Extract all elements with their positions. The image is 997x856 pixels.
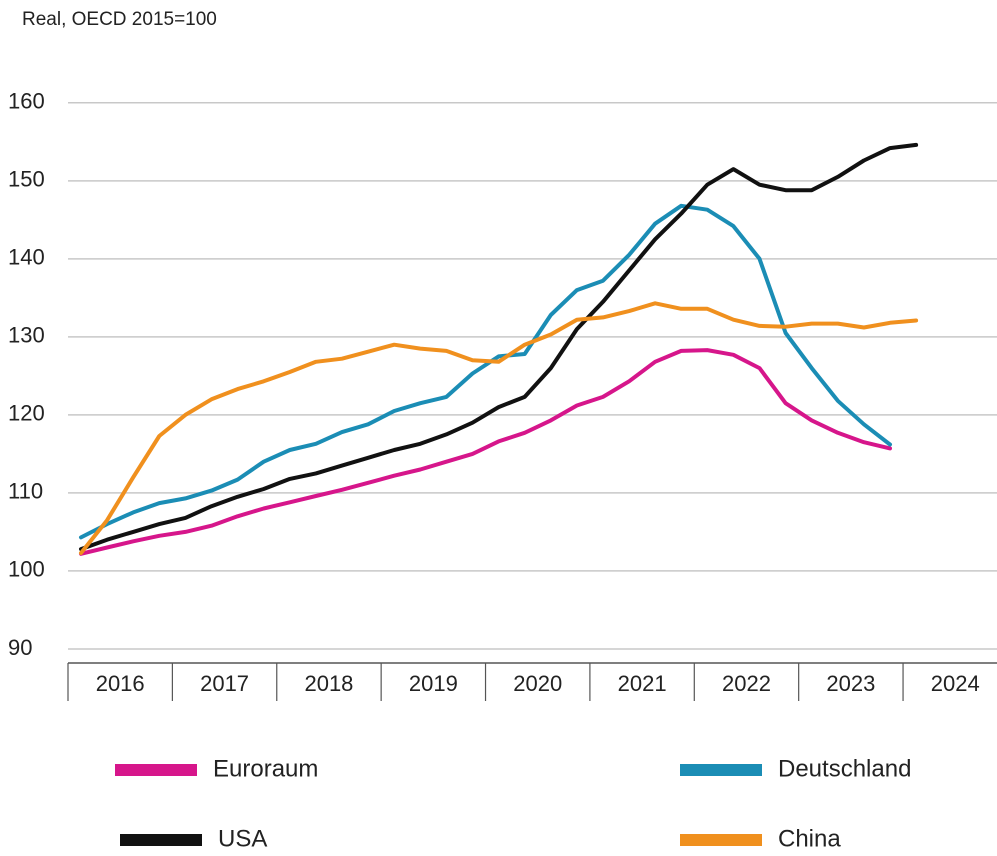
x-tick-label: 2019 xyxy=(409,671,458,696)
legend-label: China xyxy=(778,825,841,852)
line-series xyxy=(79,203,892,540)
y-tick-label: 110 xyxy=(8,479,43,504)
legend-label: USA xyxy=(218,825,267,852)
x-tick-label: 2023 xyxy=(826,671,875,696)
y-tick-label: 120 xyxy=(8,401,45,426)
legend-label: Euroraum xyxy=(213,755,318,782)
x-tick-label: 2021 xyxy=(618,671,667,696)
line-series xyxy=(79,142,919,552)
x-tick-label: 2016 xyxy=(96,671,145,696)
line-series xyxy=(79,348,892,556)
y-tick-label: 140 xyxy=(8,245,45,270)
legend-label: Deutschland xyxy=(778,755,911,782)
chart-subtitle: Real, OECD 2015=100 xyxy=(22,9,217,30)
y-tick-label: 160 xyxy=(8,89,45,114)
line-series xyxy=(79,301,919,555)
y-tick-label: 90 xyxy=(8,635,32,660)
y-tick-label: 100 xyxy=(8,557,45,582)
x-tick-label: 2024 xyxy=(931,671,980,696)
x-tick-label: 2020 xyxy=(513,671,562,696)
y-tick-label: 150 xyxy=(8,167,45,192)
x-tick-label: 2018 xyxy=(304,671,353,696)
y-tick-label: 130 xyxy=(8,323,45,348)
x-tick-label: 2017 xyxy=(200,671,249,696)
x-tick-label: 2022 xyxy=(722,671,771,696)
